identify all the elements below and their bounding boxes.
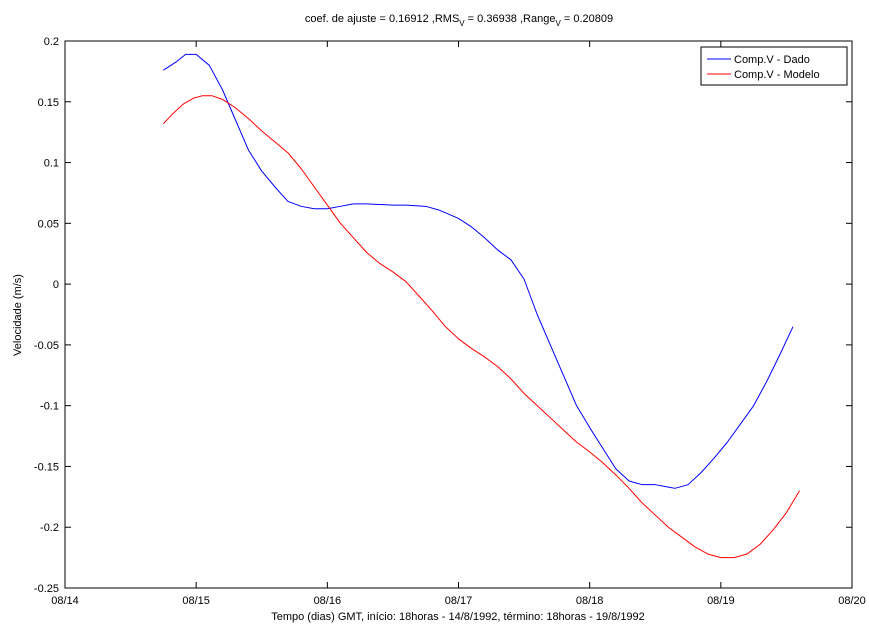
y-tick-label: 0.15 xyxy=(38,97,59,109)
x-tick-label: 08/14 xyxy=(51,595,79,607)
legend-box xyxy=(700,46,848,86)
series-layer xyxy=(163,53,800,559)
x-axis-ticks: 08/14 08/15 08/16 08/17 08/18 08/19 08/20 xyxy=(51,41,866,607)
y-tick-label: -0.15 xyxy=(34,461,59,473)
x-tick-label: 08/19 xyxy=(707,595,735,607)
y-axis-ticks: -0.25 -0.2 -0.15 -0.1 -0.05 0 0.05 0.1 0.15 0.2 xyxy=(34,36,852,595)
x-tick-label: 08/17 xyxy=(445,595,473,607)
series-line-modelo xyxy=(163,95,800,559)
y-tick-label: 0.2 xyxy=(44,36,59,48)
y-tick-label: 0.05 xyxy=(38,218,59,230)
y-tick-label: -0.05 xyxy=(34,340,59,352)
legend: Comp.V - Dado Comp.V - Modelo xyxy=(700,46,848,86)
series-line-dado xyxy=(163,53,794,489)
y-tick-label: 0.1 xyxy=(44,158,59,170)
x-tick-label: 08/20 xyxy=(838,595,866,607)
y-axis-label: Velocidade (m/s) xyxy=(12,274,24,356)
plot-area xyxy=(64,40,853,589)
chart-title: coef. de ajuste = 0.16912 ,RMSV = 0.3693… xyxy=(305,13,613,28)
x-tick-label: 08/16 xyxy=(314,595,342,607)
y-tick-label: -0.25 xyxy=(34,583,59,595)
y-tick-label: -0.2 xyxy=(40,522,59,534)
y-tick-label: 0 xyxy=(53,279,59,291)
legend-label-modelo: Comp.V - Modelo xyxy=(734,69,820,81)
y-tick-label: -0.1 xyxy=(40,401,59,413)
x-axis-label: Tempo (dias) GMT, início: 18horas - 14/8… xyxy=(271,611,645,623)
x-tick-label: 08/18 xyxy=(576,595,604,607)
x-tick-label: 08/15 xyxy=(182,595,210,607)
legend-label-dado: Comp.V - Dado xyxy=(734,54,810,66)
